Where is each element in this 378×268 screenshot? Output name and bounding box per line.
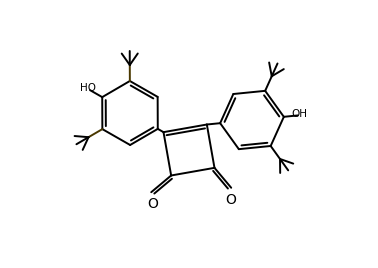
Text: OH: OH <box>292 109 308 119</box>
Text: O: O <box>147 197 158 211</box>
Text: HO: HO <box>81 83 96 93</box>
Text: O: O <box>225 193 235 207</box>
